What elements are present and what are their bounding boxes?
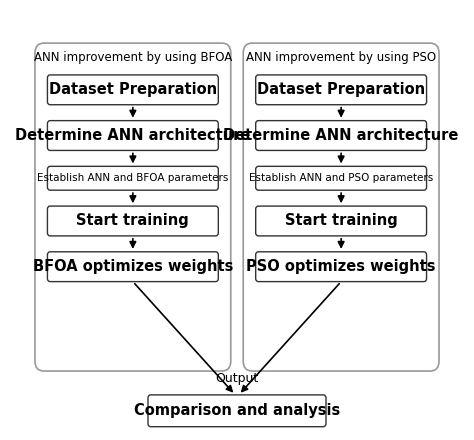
- Text: ANN improvement by using BFOA: ANN improvement by using BFOA: [34, 51, 232, 63]
- FancyBboxPatch shape: [47, 121, 219, 150]
- Text: Dataset Preparation: Dataset Preparation: [257, 82, 425, 97]
- FancyBboxPatch shape: [255, 166, 427, 190]
- Text: Dataset Preparation: Dataset Preparation: [49, 82, 217, 97]
- Text: Output: Output: [215, 372, 259, 385]
- FancyBboxPatch shape: [47, 206, 219, 236]
- Text: PSO optimizes weights: PSO optimizes weights: [246, 259, 436, 274]
- FancyBboxPatch shape: [255, 252, 427, 282]
- FancyBboxPatch shape: [243, 43, 439, 371]
- Text: Start training: Start training: [285, 213, 398, 228]
- Text: Determine ANN architecture: Determine ANN architecture: [15, 128, 251, 143]
- FancyBboxPatch shape: [148, 395, 326, 427]
- FancyBboxPatch shape: [35, 43, 231, 371]
- FancyBboxPatch shape: [255, 121, 427, 150]
- Text: ANN improvement by using PSO: ANN improvement by using PSO: [246, 51, 436, 63]
- Text: Establish ANN and PSO parameters: Establish ANN and PSO parameters: [249, 173, 433, 183]
- FancyBboxPatch shape: [47, 166, 219, 190]
- Text: Start training: Start training: [76, 213, 189, 228]
- Text: BFOA optimizes weights: BFOA optimizes weights: [33, 259, 233, 274]
- FancyBboxPatch shape: [47, 75, 219, 105]
- FancyBboxPatch shape: [47, 252, 219, 282]
- Text: Determine ANN architecture: Determine ANN architecture: [223, 128, 459, 143]
- FancyBboxPatch shape: [255, 75, 427, 105]
- Text: Comparison and analysis: Comparison and analysis: [134, 403, 340, 418]
- Text: Establish ANN and BFOA parameters: Establish ANN and BFOA parameters: [37, 173, 228, 183]
- FancyBboxPatch shape: [255, 206, 427, 236]
